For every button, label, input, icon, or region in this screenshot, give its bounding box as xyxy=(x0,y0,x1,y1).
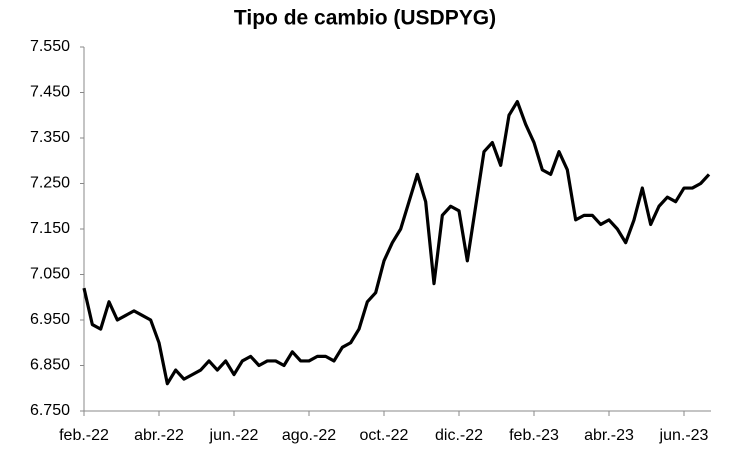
chart-title: Tipo de cambio (USDPYG) xyxy=(234,7,496,30)
x-tick-label: feb.-22 xyxy=(59,427,109,444)
y-tick-label: 7.450 xyxy=(30,84,70,101)
y-tick-label: 6.750 xyxy=(30,402,70,419)
x-tick-label: jun.-22 xyxy=(209,427,259,444)
x-tick-label: dic.-22 xyxy=(435,427,483,444)
x-tick-label: oct.-22 xyxy=(360,427,409,444)
x-tick-label: jun.-23 xyxy=(659,427,709,444)
x-tick-label: abr.-23 xyxy=(584,427,634,444)
y-tick-label: 7.350 xyxy=(30,129,70,146)
y-tick-label: 7.250 xyxy=(30,175,70,192)
y-tick-label: 7.550 xyxy=(30,38,70,55)
price-line xyxy=(82,100,711,386)
y-tick-label: 7.050 xyxy=(30,266,70,283)
x-tick-label: feb.-23 xyxy=(509,427,559,444)
x-tick-label: ago.-22 xyxy=(282,427,336,444)
y-tick-label: 7.150 xyxy=(30,220,70,237)
y-tick-label: 6.950 xyxy=(30,311,70,328)
x-tick-label: abr.-22 xyxy=(134,427,184,444)
y-tick-label: 6.850 xyxy=(30,357,70,374)
